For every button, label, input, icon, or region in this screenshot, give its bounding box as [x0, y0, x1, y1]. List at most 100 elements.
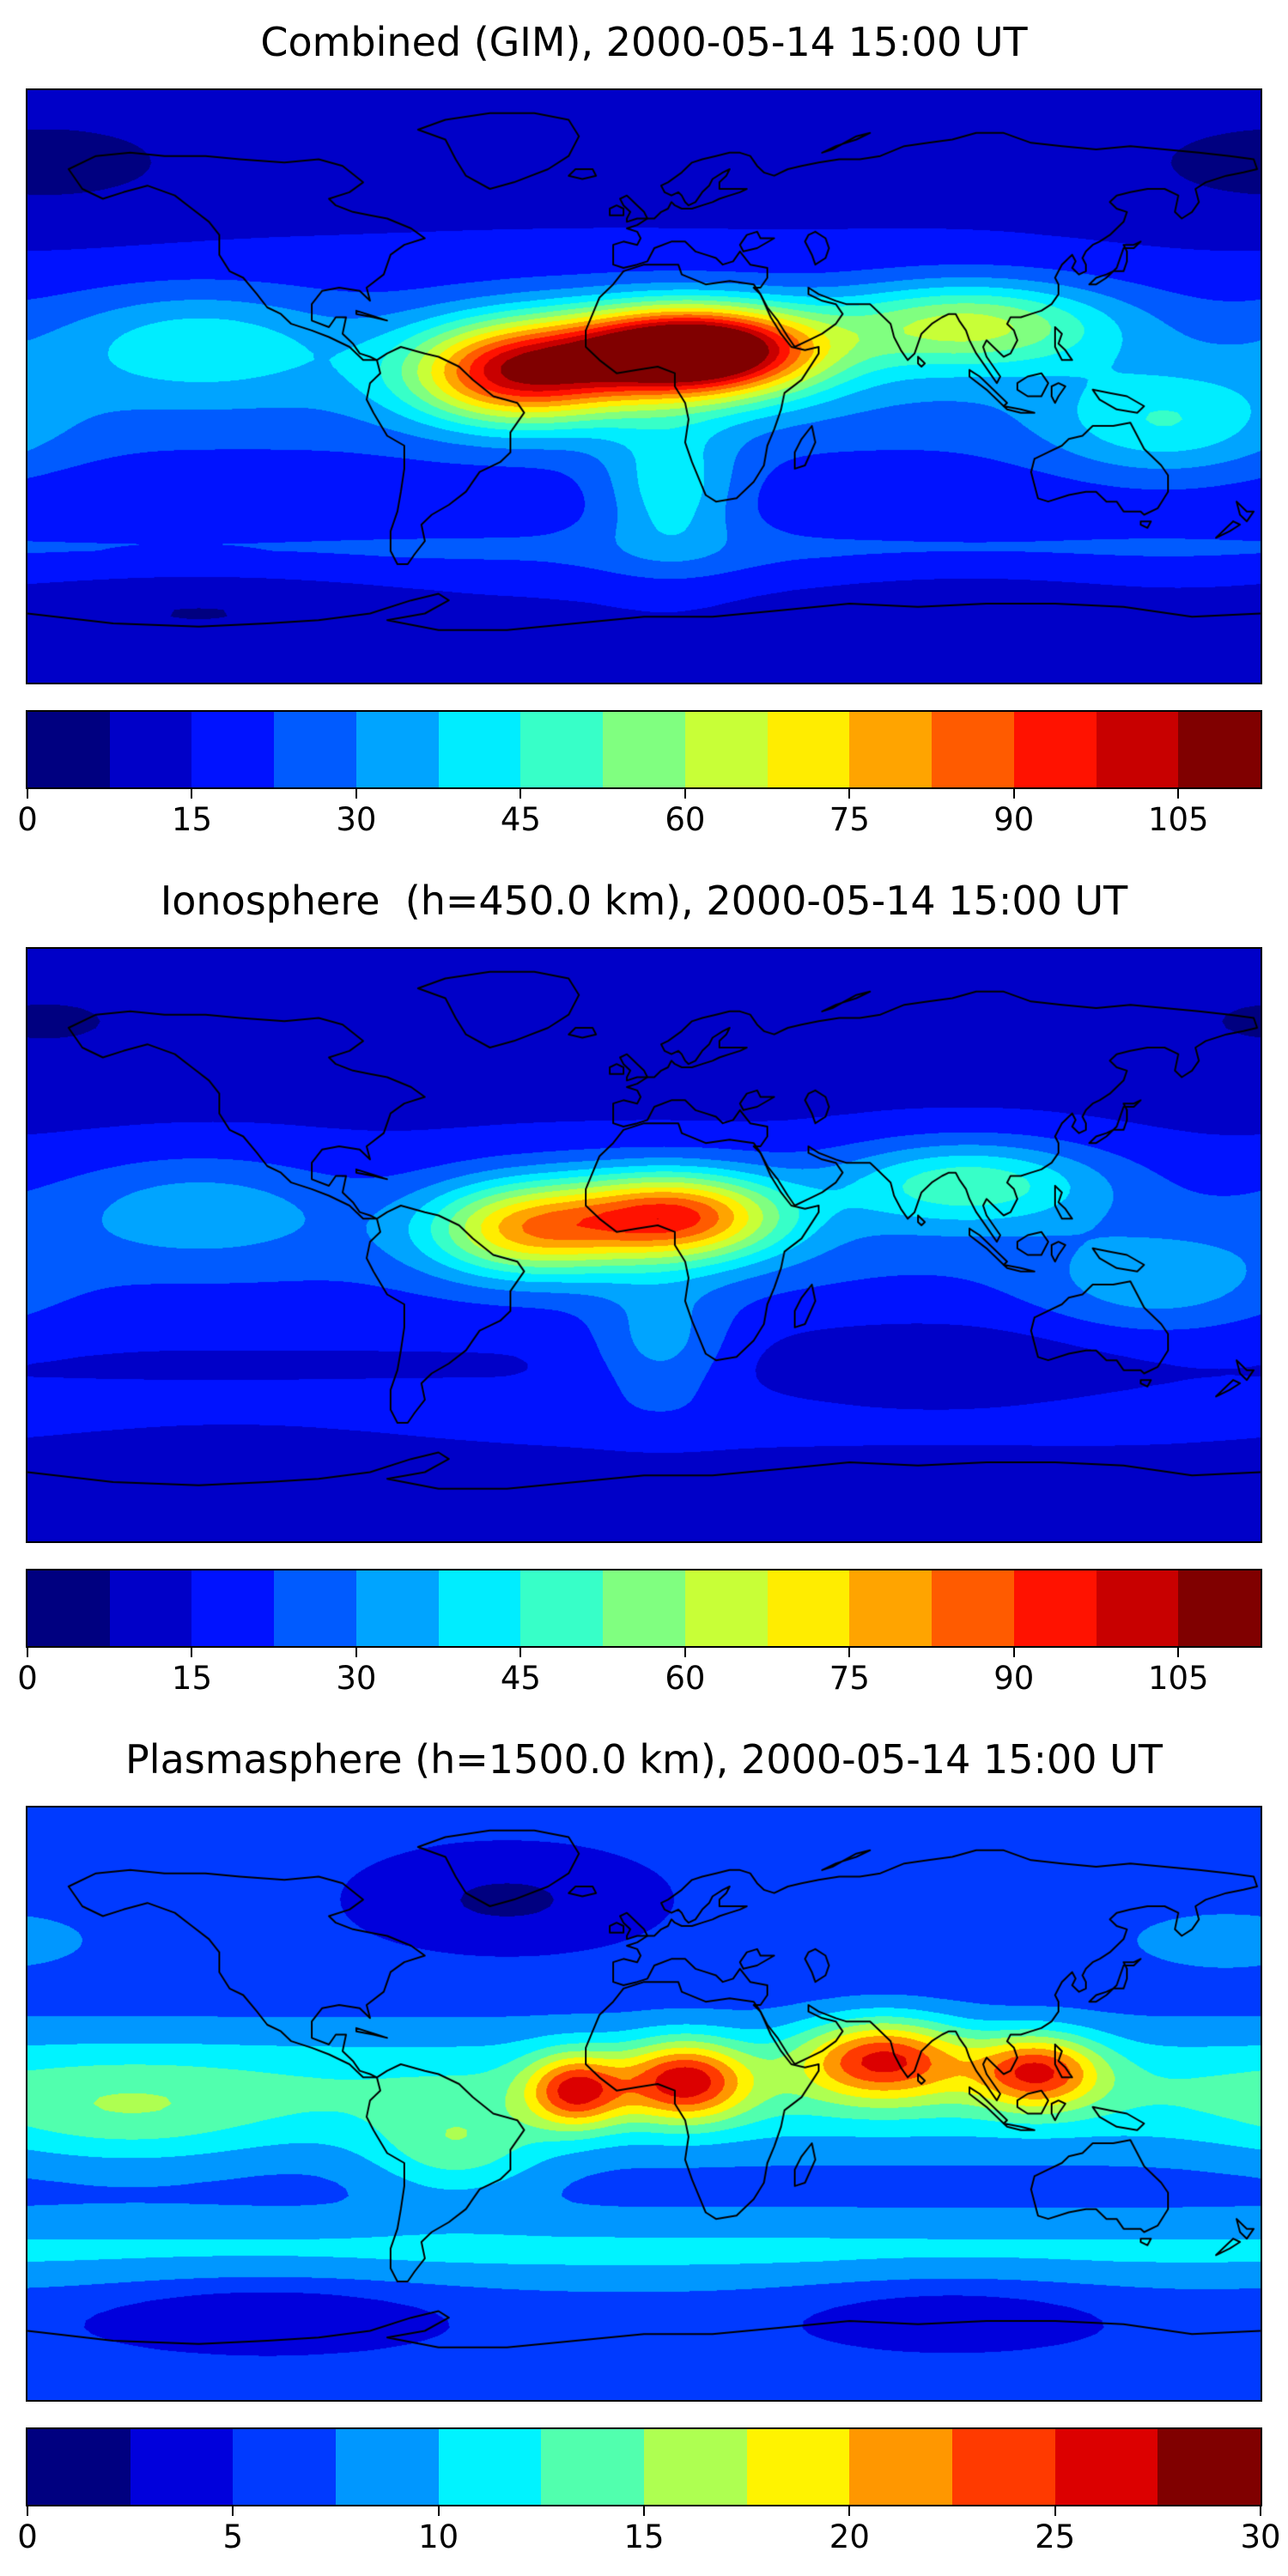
map-plasmasphere: [26, 1806, 1262, 2403]
colorbar-band: [438, 712, 521, 788]
colorbar-band: [849, 2429, 953, 2506]
colorbar-tick-label: 0: [17, 2518, 38, 2556]
colorbar-tick: [191, 789, 193, 799]
colorbar-tick-label: 0: [17, 1660, 38, 1698]
colorbar-tick-label: 105: [1147, 1660, 1209, 1698]
colorbar-tick-label: 90: [993, 1660, 1035, 1698]
colorbar-tick: [848, 1648, 851, 1658]
colorbar-band: [355, 712, 439, 788]
colorbar-tick: [848, 2506, 851, 2517]
colorbar-tick: [683, 789, 686, 799]
map-ionosphere: [26, 947, 1262, 1544]
colorbar-band: [767, 712, 850, 788]
colorbar-band: [849, 712, 933, 788]
colorbar-plasmasphere: 0 5 10 15 20 25 30: [17, 2427, 1281, 2555]
colorbar-band: [1054, 2429, 1158, 2506]
colorbar-band: [109, 1571, 192, 1647]
colorbar-tick: [1177, 789, 1180, 799]
colorbar-band: [1096, 1571, 1179, 1647]
colorbar-bands: [26, 1569, 1262, 1649]
colorbar-tick: [27, 789, 28, 799]
colorbar-band: [684, 1571, 768, 1647]
colorbar-tick-label: 15: [623, 2518, 665, 2556]
panel-title-ionosphere: Ionosphere (h=450.0 km), 2000-05-14 15:0…: [160, 878, 1128, 924]
colorbar-band: [274, 712, 356, 788]
colorbar-band: [932, 1571, 1014, 1647]
colorbar-band: [109, 712, 192, 788]
colorbar-tick: [355, 1648, 357, 1658]
colorbar-band: [520, 1571, 604, 1647]
colorbar-band: [684, 712, 768, 788]
colorbar-tick-label: 10: [418, 2518, 459, 2556]
colorbar-tick: [1012, 789, 1015, 799]
colorbar-band: [746, 2429, 850, 2506]
colorbar-tick-label: 60: [665, 1660, 706, 1698]
colorbar-band: [355, 1571, 439, 1647]
colorbar-tick-label: 75: [829, 801, 870, 839]
colorbar-tick-label: 30: [336, 801, 377, 839]
map-canvas-combined: [27, 90, 1261, 683]
colorbar-band: [1157, 2429, 1261, 2506]
colorbar-band: [438, 2429, 542, 2506]
colorbar-tick: [643, 2506, 645, 2517]
colorbar-tick-label: 0: [17, 801, 38, 839]
colorbar-tick-label: 60: [665, 801, 706, 839]
panel-ionosphere: Ionosphere (h=450.0 km), 2000-05-14 15:0…: [0, 859, 1288, 1717]
colorbar-tick: [519, 1648, 522, 1658]
colorbar-tick-label: 75: [829, 1660, 870, 1698]
colorbar-tick-label: 45: [500, 1660, 541, 1698]
colorbar-band: [767, 1571, 850, 1647]
colorbar-band: [849, 1571, 933, 1647]
panel-plasmasphere: Plasmasphere (h=1500.0 km), 2000-05-14 1…: [0, 1717, 1288, 2576]
colorbar-tick-label: 15: [171, 801, 212, 839]
map-combined: [26, 88, 1262, 685]
colorbar-bands: [26, 710, 1262, 790]
colorbar-band: [336, 2429, 439, 2506]
colorbar-band: [27, 2429, 131, 2506]
colorbar-tick: [27, 1648, 28, 1658]
colorbar-band: [191, 712, 275, 788]
colorbar-band: [233, 2429, 337, 2506]
colorbar-band: [27, 1571, 110, 1647]
colorbar-ticks: 0 15 30 45 60 75 90 105: [17, 710, 1261, 837]
colorbar-tick: [27, 2506, 28, 2517]
colorbar-tick: [1260, 2506, 1261, 2517]
colorbar-band: [274, 1571, 356, 1647]
colorbar-band: [1013, 712, 1097, 788]
colorbar-band: [603, 1571, 685, 1647]
map-canvas-ionosphere: [27, 949, 1261, 1542]
colorbar-tick: [1177, 1648, 1180, 1658]
colorbar-tick: [848, 789, 851, 799]
colorbar-band: [520, 712, 604, 788]
colorbar-combined: 0 15 30 45 60 75 90 105: [17, 710, 1262, 837]
colorbar-band: [541, 2429, 645, 2506]
colorbar-band: [27, 712, 110, 788]
map-canvas-plasmasphere: [27, 1807, 1261, 2401]
colorbar-ticks: 0 15 30 45 60 75 90 105: [17, 1569, 1261, 1696]
colorbar-tick: [1054, 2506, 1056, 2517]
colorbar-ionosphere: 0 15 30 45 60 75 90 105: [17, 1569, 1262, 1696]
colorbar-band: [1013, 1571, 1097, 1647]
colorbar-tick-label: 45: [500, 801, 541, 839]
colorbar-band: [438, 1571, 521, 1647]
colorbar-tick: [191, 1648, 193, 1658]
colorbar-band: [603, 712, 685, 788]
colorbar-band: [644, 2429, 747, 2506]
colorbar-band: [932, 712, 1014, 788]
colorbar-tick: [519, 789, 522, 799]
colorbar-band: [1178, 1571, 1261, 1647]
colorbar-tick: [437, 2506, 440, 2517]
colorbar-bands: [26, 2427, 1262, 2507]
colorbar-tick-label: 25: [1035, 2518, 1076, 2556]
colorbar-tick-label: 5: [222, 2518, 244, 2556]
colorbar-band: [952, 2429, 1055, 2506]
colorbar-tick-label: 15: [171, 1660, 212, 1698]
colorbar-tick-label: 105: [1147, 801, 1209, 839]
colorbar-tick: [232, 2506, 234, 2517]
colorbar-tick: [1012, 1648, 1015, 1658]
colorbar-tick: [683, 1648, 686, 1658]
colorbar-tick-label: 90: [993, 801, 1035, 839]
colorbar-band: [1096, 712, 1179, 788]
colorbar-band: [191, 1571, 275, 1647]
